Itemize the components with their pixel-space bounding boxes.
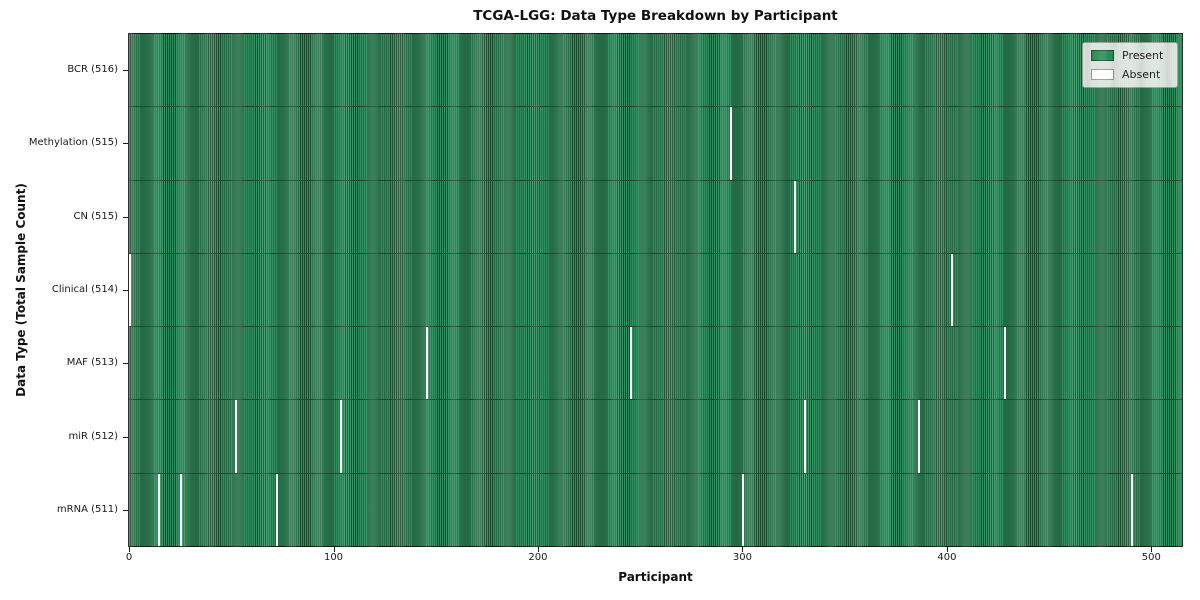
legend-label-present: Present	[1122, 49, 1164, 62]
y-tick-mark	[123, 290, 128, 291]
x-tick-label-100: 100	[323, 552, 344, 563]
x-axis-label: Participant	[618, 570, 693, 584]
heatmap-row-cn	[129, 180, 1182, 254]
absent-line	[742, 473, 745, 546]
legend-label-absent: Absent	[1122, 68, 1161, 81]
absent-line	[425, 327, 428, 400]
plot-area	[128, 33, 1183, 547]
absent-line	[129, 253, 131, 327]
x-tick-label-200: 200	[528, 552, 548, 563]
y-tick-mark	[123, 510, 128, 512]
legend-item-present: Present	[1091, 49, 1169, 62]
heatmap-row-maf	[129, 327, 1182, 401]
absent-line	[157, 473, 160, 546]
heatmap-row-mir	[129, 400, 1182, 474]
x-tick-mark	[537, 547, 539, 552]
legend-swatch-absent	[1091, 69, 1114, 80]
absent-line	[339, 400, 342, 473]
absent-line	[803, 400, 806, 473]
heatmap-row-methylation	[129, 107, 1182, 181]
x-tick-label-0: 0	[125, 552, 133, 563]
heatmap-row-clinical	[129, 253, 1182, 328]
absent-line	[793, 180, 796, 253]
y-tick-mark	[123, 69, 128, 71]
absent-line	[629, 327, 632, 400]
heatmap-row-mrna	[129, 473, 1182, 546]
y-tick-label-mrna: mRNA (511)	[56, 504, 118, 516]
absent-line	[235, 400, 238, 473]
legend: Present Absent	[1082, 42, 1178, 88]
y-tick-label-mir: miR (512)	[68, 430, 118, 442]
chart-title: TCGA-LGG: Data Type Breakdown by Partici…	[473, 8, 838, 24]
y-tick-label-clinical: Clinical (514)	[51, 284, 118, 295]
y-tick-mark	[123, 436, 128, 438]
y-tick-mark	[123, 216, 128, 218]
x-tick-mark	[946, 547, 948, 552]
y-tick-mark	[123, 143, 128, 145]
x-tick-label-400: 400	[937, 552, 957, 563]
x-tick-mark	[1151, 547, 1153, 552]
y-tick-label-bcr: BCR (516)	[67, 63, 118, 75]
absent-line	[276, 473, 279, 546]
legend-item-absent: Absent	[1091, 68, 1169, 81]
heatmap-row-bcr	[129, 34, 1182, 108]
absent-line	[1130, 473, 1133, 546]
x-tick-mark	[129, 547, 130, 552]
absent-line	[950, 253, 953, 327]
y-tick-label-methylation: Methylation (515)	[28, 137, 118, 149]
absent-line	[1004, 327, 1007, 400]
y-tick-mark	[123, 363, 128, 365]
legend-swatch-present	[1091, 50, 1114, 61]
x-tick-mark	[333, 547, 335, 552]
x-tick-mark	[742, 547, 744, 552]
absent-line	[730, 107, 733, 180]
x-tick-label-500: 500	[1141, 552, 1161, 563]
absent-line	[918, 400, 921, 473]
y-tick-label-maf: MAF (513)	[66, 357, 118, 369]
absent-line	[180, 473, 183, 546]
y-tick-label-cn: CN (515)	[73, 210, 118, 222]
x-tick-label-300: 300	[732, 552, 752, 563]
